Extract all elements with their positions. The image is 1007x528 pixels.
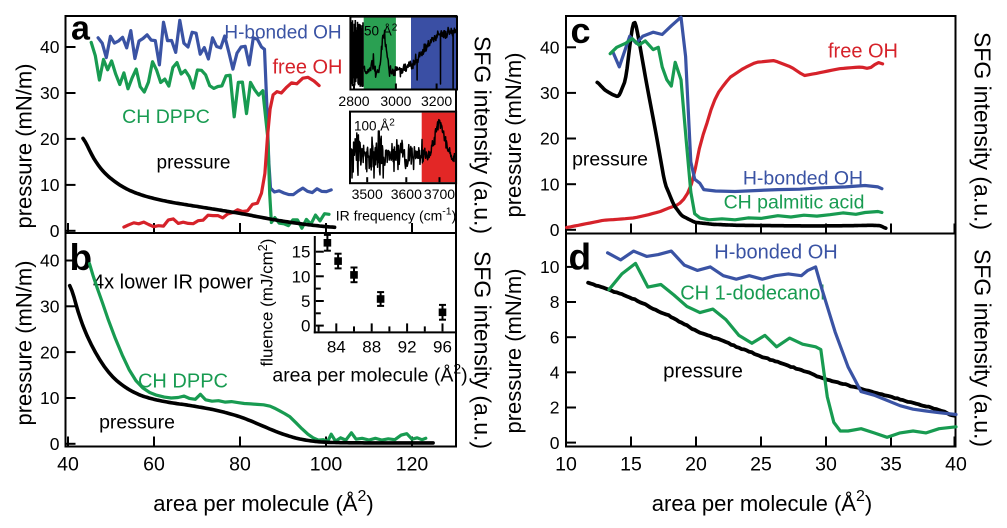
svg-text:30: 30	[40, 297, 60, 317]
svg-text:3200: 3200	[421, 93, 452, 109]
svg-text:92: 92	[398, 338, 417, 357]
svg-text:pressure (mN/m): pressure (mN/m)	[501, 52, 526, 217]
svg-text:pressure: pressure	[99, 412, 175, 434]
svg-text:15: 15	[620, 454, 642, 476]
svg-text:0: 0	[550, 433, 560, 453]
svg-text:3000: 3000	[380, 93, 411, 109]
svg-text:40: 40	[540, 38, 560, 58]
svg-text:pressure (mN/m): pressure (mN/m)	[501, 268, 526, 433]
svg-text:pressure: pressure	[157, 153, 231, 174]
svg-text:15: 15	[292, 243, 311, 262]
svg-text:free OH: free OH	[272, 57, 342, 79]
svg-text:30: 30	[540, 83, 560, 103]
svg-text:10: 10	[540, 174, 560, 194]
svg-text:40: 40	[57, 454, 79, 476]
svg-text:2800: 2800	[338, 93, 369, 109]
svg-text:60: 60	[143, 454, 165, 476]
svg-text:H-bonded OH: H-bonded OH	[743, 168, 863, 190]
svg-text:area per molecule (Å2): area per molecule (Å2)	[153, 488, 373, 516]
svg-text:H-bonded OH: H-bonded OH	[714, 242, 837, 264]
svg-text:area per molecule (Å2): area per molecule (Å2)	[652, 488, 872, 516]
svg-text:CH DPPC: CH DPPC	[122, 106, 210, 128]
svg-text:area per molecule (Å2): area per molecule (Å2)	[272, 361, 467, 387]
svg-text:10: 10	[555, 454, 577, 476]
svg-text:40: 40	[40, 37, 60, 57]
svg-text:SFG intensity (a.u.): SFG intensity (a.u.)	[470, 36, 496, 234]
svg-text:25: 25	[750, 454, 772, 476]
svg-text:30: 30	[40, 83, 60, 103]
svg-text:10: 10	[540, 257, 560, 277]
svg-text:50 Å2: 50 Å2	[364, 23, 398, 39]
svg-text:5: 5	[301, 292, 310, 311]
svg-text:0: 0	[50, 434, 60, 454]
svg-text:4x lower IR power: 4x lower IR power	[93, 272, 253, 294]
svg-text:0: 0	[50, 221, 60, 241]
svg-text:10: 10	[40, 175, 60, 195]
svg-text:40: 40	[40, 251, 60, 271]
svg-text:fluence (mJ/cm2): fluence (mJ/cm2)	[256, 239, 277, 367]
svg-text:20: 20	[685, 454, 707, 476]
svg-text:b: b	[70, 237, 93, 278]
svg-text:4: 4	[550, 363, 560, 383]
svg-text:CH DPPC: CH DPPC	[138, 371, 228, 393]
svg-text:0: 0	[550, 220, 560, 240]
svg-text:100: 100	[310, 454, 343, 476]
svg-text:100 Å2: 100 Å2	[354, 118, 395, 134]
svg-text:d: d	[569, 237, 592, 278]
svg-text:8: 8	[550, 292, 560, 312]
svg-text:pressure (mN/m): pressure (mN/m)	[12, 63, 37, 228]
svg-text:pressure: pressure	[663, 360, 743, 383]
svg-text:3700: 3700	[424, 186, 455, 202]
svg-text:SFG intensity (a.u.): SFG intensity (a.u.)	[470, 251, 496, 449]
svg-text:84: 84	[327, 338, 346, 357]
svg-text:35: 35	[880, 454, 902, 476]
svg-text:H-bonded OH: H-bonded OH	[224, 23, 341, 44]
svg-text:30: 30	[815, 454, 837, 476]
svg-text:IR frequency (cm-1): IR frequency (cm-1)	[336, 206, 457, 224]
svg-text:free OH: free OH	[828, 41, 898, 63]
svg-text:a: a	[71, 10, 91, 48]
svg-text:3500: 3500	[352, 186, 383, 202]
svg-text:CH 1-dodecanol: CH 1-dodecanol	[680, 283, 825, 305]
svg-text:20: 20	[40, 342, 60, 362]
svg-text:2: 2	[550, 398, 560, 418]
svg-text:10: 10	[40, 388, 60, 408]
svg-text:88: 88	[362, 338, 381, 357]
svg-text:SFG intensity (a.u.): SFG intensity (a.u.)	[970, 249, 996, 447]
svg-text:SFG intensity (a.u.): SFG intensity (a.u.)	[970, 32, 996, 230]
svg-text:10: 10	[292, 267, 311, 286]
svg-text:0: 0	[301, 317, 310, 336]
svg-text:20: 20	[40, 129, 60, 149]
svg-text:120: 120	[396, 454, 429, 476]
svg-text:pressure (mN/m): pressure (mN/m)	[12, 260, 37, 425]
svg-text:80: 80	[229, 454, 251, 476]
svg-text:CH palmitic acid: CH palmitic acid	[724, 192, 865, 214]
svg-text:6: 6	[550, 327, 560, 347]
svg-text:pressure: pressure	[572, 149, 648, 171]
svg-text:40: 40	[945, 454, 967, 476]
svg-text:96: 96	[433, 338, 452, 357]
svg-text:c: c	[571, 10, 591, 51]
svg-text:3600: 3600	[391, 186, 422, 202]
svg-text:20: 20	[540, 129, 560, 149]
